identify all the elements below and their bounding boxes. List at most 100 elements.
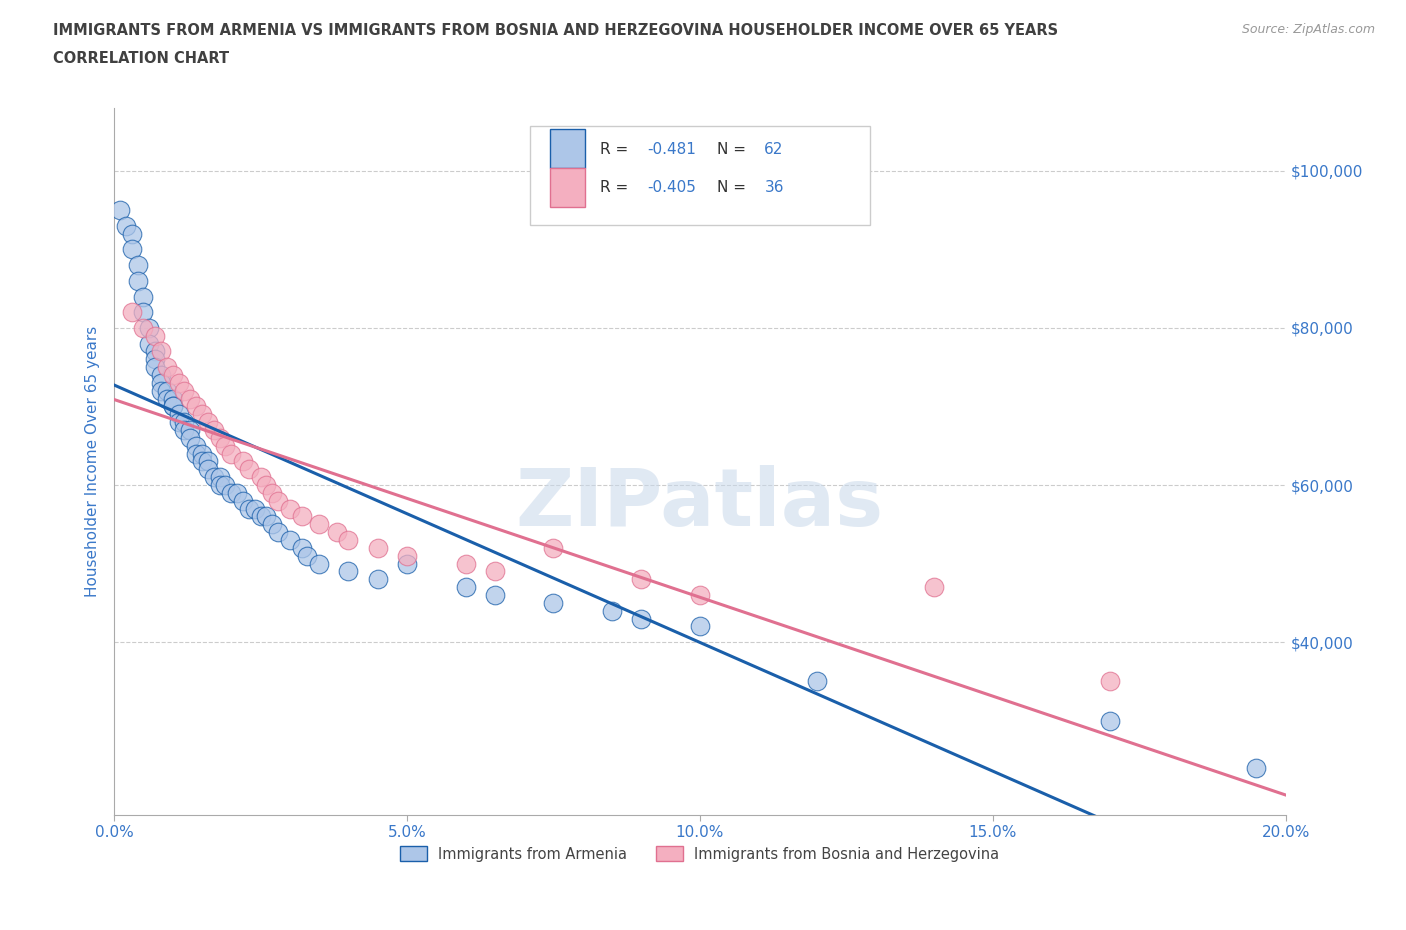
Point xyxy=(262,485,284,500)
Point xyxy=(127,258,149,272)
Point xyxy=(806,674,828,689)
Point xyxy=(208,478,231,493)
Point xyxy=(186,438,208,453)
Point xyxy=(454,579,477,594)
Point xyxy=(308,556,330,571)
Point xyxy=(278,501,301,516)
Point xyxy=(543,595,565,610)
Point xyxy=(238,501,260,516)
Point xyxy=(278,533,301,548)
Legend: Immigrants from Armenia, Immigrants from Bosnia and Herzegovina: Immigrants from Armenia, Immigrants from… xyxy=(395,841,1005,868)
Point xyxy=(121,226,143,241)
Point xyxy=(143,360,166,375)
Point xyxy=(291,540,314,555)
Point xyxy=(1098,713,1121,728)
Point xyxy=(326,525,349,539)
Point xyxy=(121,242,143,257)
Point xyxy=(243,501,266,516)
Point xyxy=(143,328,166,343)
Text: N =: N = xyxy=(717,141,751,156)
Point xyxy=(197,415,219,430)
Point xyxy=(367,540,389,555)
Point xyxy=(197,462,219,477)
Point xyxy=(367,572,389,587)
Point xyxy=(214,438,236,453)
Point xyxy=(238,462,260,477)
Point xyxy=(191,454,214,469)
Text: -0.405: -0.405 xyxy=(647,180,696,195)
Point xyxy=(308,517,330,532)
Point xyxy=(232,454,254,469)
Point xyxy=(191,407,214,422)
Point xyxy=(162,367,184,382)
Text: R =: R = xyxy=(600,141,634,156)
Point xyxy=(208,431,231,445)
Point xyxy=(214,478,236,493)
Point xyxy=(150,383,173,398)
Point xyxy=(922,579,945,594)
Point xyxy=(108,203,131,218)
Point xyxy=(600,604,623,618)
Point xyxy=(179,422,201,437)
Point xyxy=(132,289,155,304)
Point xyxy=(150,344,173,359)
Y-axis label: Householder Income Over 65 years: Householder Income Over 65 years xyxy=(86,326,100,597)
Point xyxy=(143,344,166,359)
Point xyxy=(179,431,201,445)
Point xyxy=(630,572,652,587)
FancyBboxPatch shape xyxy=(550,168,585,207)
Point xyxy=(173,422,195,437)
Point xyxy=(127,273,149,288)
Point xyxy=(484,588,506,603)
Point xyxy=(202,422,225,437)
Point xyxy=(221,446,243,461)
Text: IMMIGRANTS FROM ARMENIA VS IMMIGRANTS FROM BOSNIA AND HERZEGOVINA HOUSEHOLDER IN: IMMIGRANTS FROM ARMENIA VS IMMIGRANTS FR… xyxy=(53,23,1059,38)
Point xyxy=(267,525,290,539)
Point xyxy=(150,376,173,391)
FancyBboxPatch shape xyxy=(530,126,870,225)
Text: -0.481: -0.481 xyxy=(647,141,696,156)
Text: CORRELATION CHART: CORRELATION CHART xyxy=(53,51,229,66)
Point xyxy=(291,509,314,524)
Point xyxy=(162,399,184,414)
Point xyxy=(167,407,190,422)
Point xyxy=(1246,761,1268,776)
Point xyxy=(267,493,290,508)
Point xyxy=(396,549,419,564)
Point xyxy=(337,564,360,578)
Point xyxy=(543,540,565,555)
Text: 62: 62 xyxy=(765,141,783,156)
Point xyxy=(150,367,173,382)
Point xyxy=(297,549,319,564)
Point xyxy=(156,383,179,398)
Point xyxy=(156,392,179,406)
Point xyxy=(484,564,506,578)
FancyBboxPatch shape xyxy=(550,129,585,168)
Text: R =: R = xyxy=(600,180,634,195)
Point xyxy=(167,415,190,430)
Point xyxy=(256,509,278,524)
Text: 36: 36 xyxy=(765,180,785,195)
Point xyxy=(173,383,195,398)
Point xyxy=(630,611,652,626)
Point xyxy=(221,485,243,500)
Point xyxy=(256,478,278,493)
Point xyxy=(396,556,419,571)
Point xyxy=(143,352,166,366)
Point xyxy=(191,446,214,461)
Text: ZIPatlas: ZIPatlas xyxy=(516,465,884,543)
Point xyxy=(121,305,143,320)
Point xyxy=(132,321,155,336)
Point xyxy=(197,454,219,469)
Point xyxy=(186,446,208,461)
Point xyxy=(208,470,231,485)
Text: Source: ZipAtlas.com: Source: ZipAtlas.com xyxy=(1241,23,1375,36)
Point xyxy=(689,588,711,603)
Text: N =: N = xyxy=(717,180,751,195)
Point xyxy=(1098,674,1121,689)
Point xyxy=(162,399,184,414)
Point xyxy=(249,470,271,485)
Point xyxy=(454,556,477,571)
Point xyxy=(162,392,184,406)
Point xyxy=(138,337,160,352)
